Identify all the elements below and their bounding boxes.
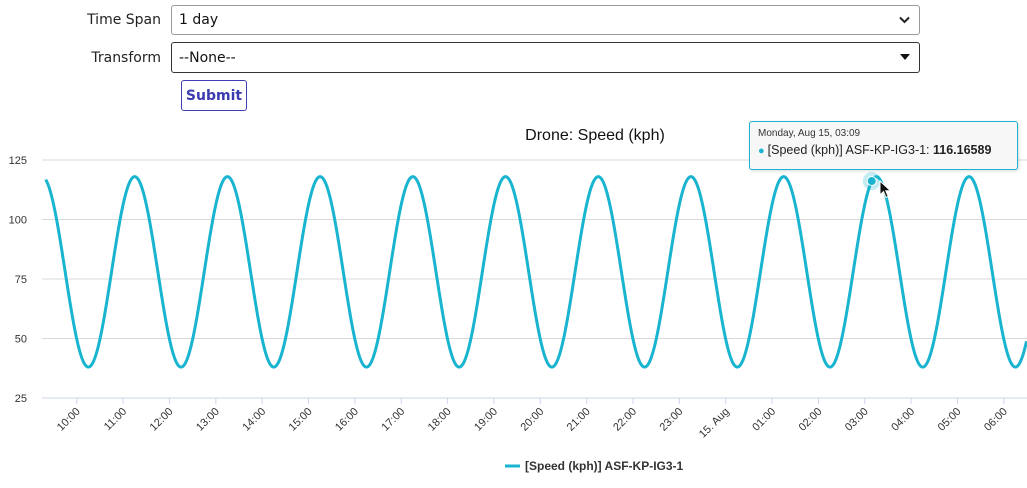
- time-span-select[interactable]: 1 day: [171, 5, 920, 35]
- x-tick-label: 05:00: [936, 406, 964, 434]
- tooltip-line: ● [Speed (kph)] ASF-KP-IG3-1: 116.16589: [758, 143, 1009, 157]
- y-axis: 25 50 75 100 125: [9, 155, 27, 405]
- x-tick-label: 16:00: [333, 406, 361, 434]
- x-tick-label: 18:00: [426, 406, 454, 434]
- speed-chart: Drone: Speed (kph) 25 50 75 100 125 10:00 11:…: [9, 127, 1027, 473]
- chart-title: Drone: Speed (kph): [525, 127, 665, 144]
- caret-down-icon: [900, 53, 910, 63]
- x-tick-label: 02:00: [797, 406, 825, 434]
- time-span-label: Time Span: [87, 12, 161, 28]
- x-tick-label: 19:00: [472, 406, 500, 434]
- x-tick-label: 15. Aug: [697, 406, 732, 441]
- mouse-pointer-icon: [879, 180, 892, 199]
- legend[interactable]: [Speed (kph)] ASF-KP-IG3-1: [505, 459, 684, 473]
- y-tick-label: 125: [9, 155, 27, 167]
- x-tick-label: 11:00: [102, 406, 129, 433]
- time-span-value: 1 day: [179, 12, 219, 28]
- tooltip-date: Monday, Aug 15, 03:09: [758, 128, 861, 139]
- tooltip-series: [Speed (kph)] ASF-KP-IG3-1:: [767, 143, 934, 157]
- y-tick-label: 25: [15, 393, 27, 405]
- series-layer: [44, 172, 1027, 369]
- x-tick-label: 15:00: [287, 406, 315, 434]
- transform-value: --None--: [179, 49, 236, 66]
- x-tick-label: 20:00: [518, 406, 546, 434]
- tooltip-value: 116.16589: [933, 143, 992, 157]
- x-tick-label: 01:00: [750, 406, 778, 434]
- x-tick-label: 03:00: [843, 406, 871, 434]
- chevron-down-icon: [899, 13, 910, 27]
- time-span-row: Time Span 1 day: [0, 5, 920, 35]
- transform-label: Transform: [91, 49, 161, 66]
- y-tick-label: 100: [9, 215, 27, 227]
- x-tick-label: 21:00: [565, 406, 593, 434]
- y-tick-label: 50: [15, 334, 27, 346]
- x-tick-label: 06:00: [982, 406, 1010, 434]
- submit-button[interactable]: Submit: [181, 80, 247, 111]
- x-tick-label: 04:00: [889, 406, 917, 434]
- x-tick-label: 17:00: [379, 406, 407, 434]
- transform-row: Transform --None--: [0, 42, 920, 73]
- series-line[interactable]: [44, 175, 1027, 369]
- x-tick-label: 14:00: [240, 406, 268, 434]
- x-tick-label: 22:00: [611, 406, 639, 434]
- y-tick-label: 75: [15, 274, 27, 286]
- chart-tooltip: Monday, Aug 15, 03:09 ● [Speed (kph)] ASF…: [749, 121, 1018, 170]
- x-tick-label: 12:00: [148, 406, 176, 434]
- transform-select[interactable]: --None--: [171, 42, 920, 73]
- x-tick-label: 23:00: [658, 406, 686, 434]
- legend-label: [Speed (kph)] ASF-KP-IG3-1: [525, 459, 684, 473]
- hover-point[interactable]: [866, 176, 877, 187]
- x-tick-label: 10:00: [55, 406, 83, 434]
- series-dot-icon: ●: [758, 145, 765, 157]
- x-tick-label: 13:00: [194, 406, 222, 434]
- x-axis: 10:00 11:00 12:00 13:00 14:00 15:00 16:00 17:00…: [42, 397, 1027, 441]
